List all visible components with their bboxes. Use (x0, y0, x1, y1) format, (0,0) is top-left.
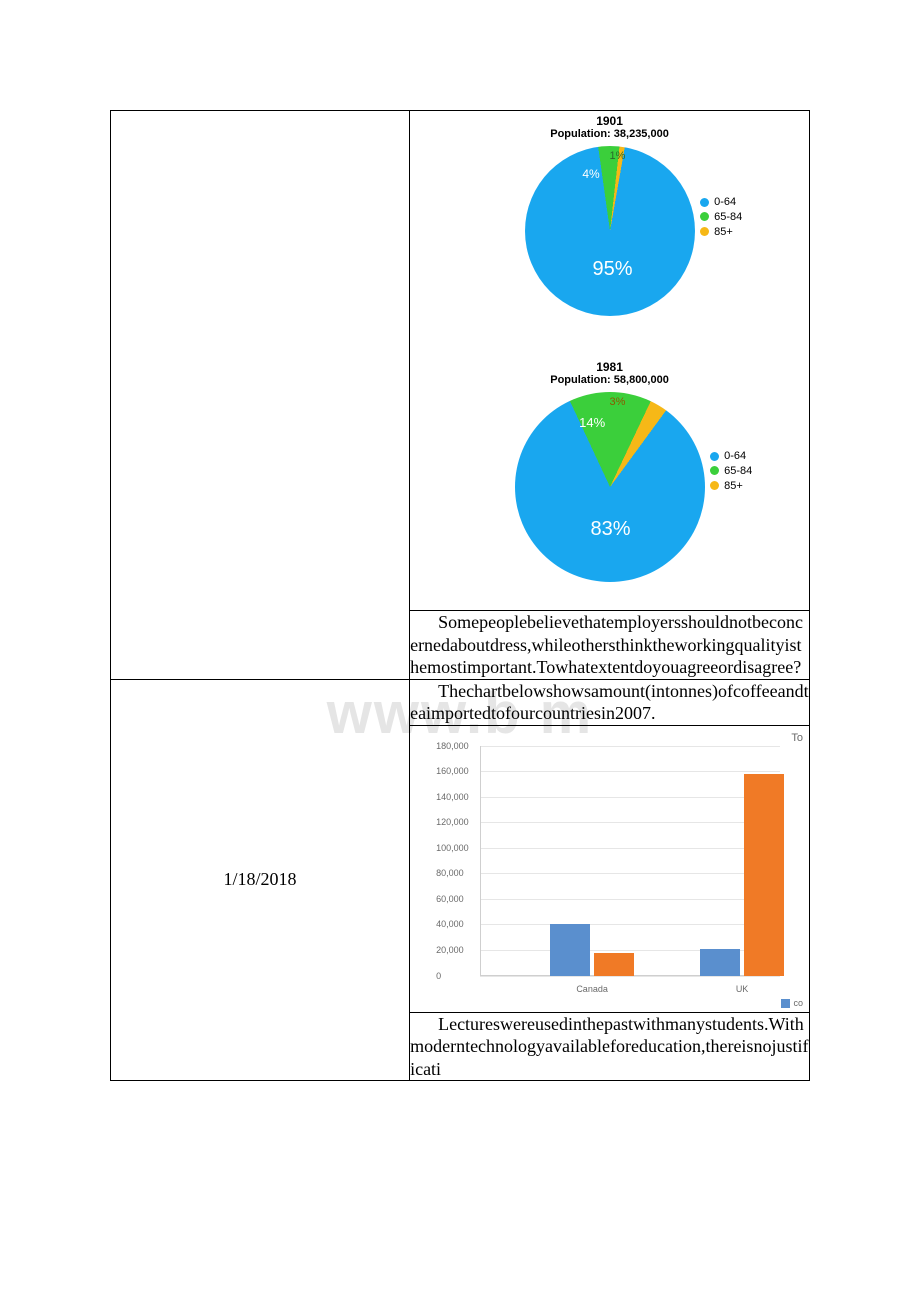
bar-chart-cell: To 0 20,000 40,000 60,000 80,000 100,000 120,0… (410, 725, 810, 1012)
pie-1901-chart: 95% 4% 1% (525, 146, 695, 316)
bar-chart-legend: co (410, 998, 809, 1012)
row2-date: 1/18/2018 (224, 869, 297, 889)
bar-legend-label: co (793, 998, 803, 1008)
legend-dot (710, 481, 719, 490)
y-tick-label: 120,000 (436, 817, 469, 827)
pie-label-85plus: 3% (610, 396, 626, 408)
pie-1901-title: 1901 Population: 38,235,000 (410, 115, 809, 140)
bar-UK-tea (744, 774, 784, 976)
pie-1901-year: 1901 (410, 115, 809, 128)
y-tick-label: 40,000 (436, 919, 464, 929)
legend-dot (700, 227, 709, 236)
y-tick-label: 180,000 (436, 741, 469, 751)
legend-label: 0-64 (724, 450, 746, 462)
y-tick-label: 80,000 (436, 868, 464, 878)
pie-1981-legend: 0-64 65-84 85+ (710, 449, 752, 494)
bar-Canada-coffee (550, 924, 590, 975)
pie-label-85plus: 1% (610, 150, 626, 162)
row2-prose: Lectureswereusedinthepastwithmanystudent… (410, 1013, 809, 1081)
pie-1901-pop: Population: 38,235,000 (410, 128, 809, 140)
legend-item: 65-84 (700, 210, 742, 225)
y-tick-label: 100,000 (436, 843, 469, 853)
pie-label-65-84: 4% (582, 167, 599, 181)
gridline (480, 899, 780, 900)
legend-label: 0-64 (714, 196, 736, 208)
row2-date-cell: 1/18/2018 (111, 679, 410, 1081)
y-tick-label: 20,000 (436, 945, 464, 955)
y-tick-label: 0 (436, 971, 441, 981)
pie-label-0-64: 83% (591, 518, 631, 541)
gridline (480, 924, 780, 925)
row1-prose-cell: Somepeoplebelievethatemployersshouldnotb… (410, 611, 810, 680)
gridline (480, 848, 780, 849)
legend-label: 65-84 (714, 211, 742, 223)
y-axis (480, 746, 481, 976)
legend-item: 85+ (710, 479, 752, 494)
pie-label-0-64: 95% (593, 258, 633, 281)
legend-dot (710, 466, 719, 475)
row1-left-empty (111, 111, 410, 680)
legend-item: 0-64 (700, 195, 742, 210)
row1-prose: Somepeoplebelievethatemployersshouldnotb… (410, 611, 809, 679)
outer-table: 1901 Population: 38,235,000 95% 4% 1% 0-64… (110, 110, 810, 1081)
bar-legend-swatch (781, 999, 790, 1008)
gridline (480, 797, 780, 798)
bar-UK-coffee (700, 949, 740, 976)
pie-1981-block: 1981 Population: 58,800,000 83% 14% 3% 0-6… (410, 361, 809, 582)
gridline (480, 822, 780, 823)
gridline (480, 873, 780, 874)
row2-prose-cell: Lectureswereusedinthepastwithmanystudent… (410, 1012, 810, 1081)
x-tick-label: UK (700, 984, 784, 994)
y-tick-label: 160,000 (436, 766, 469, 776)
gridline (480, 746, 780, 747)
legend-label: 85+ (724, 480, 743, 492)
gridline (480, 771, 780, 772)
bar-chart: 0 20,000 40,000 60,000 80,000 100,000 120,000 1… (430, 746, 780, 994)
legend-label: 85+ (714, 226, 733, 238)
y-tick-label: 60,000 (436, 894, 464, 904)
y-tick-label: 140,000 (436, 792, 469, 802)
pie-1981-year: 1981 (410, 361, 809, 374)
legend-item: 0-64 (710, 449, 752, 464)
row2-intro: Thechartbelowshowsamount(intonnes)ofcoff… (410, 680, 809, 725)
legend-dot (700, 198, 709, 207)
legend-dot (700, 212, 709, 221)
legend-item: 85+ (700, 225, 742, 240)
row2-intro-cell: Thechartbelowshowsamount(intonnes)ofcoff… (410, 679, 810, 725)
legend-item: 65-84 (710, 464, 752, 479)
pie-1981-chart: 83% 14% 3% (515, 392, 705, 582)
legend-label: 65-84 (724, 465, 752, 477)
bar-Canada-tea (594, 953, 634, 976)
gridline (480, 976, 780, 977)
pie-1981-pop: Population: 58,800,000 (410, 374, 809, 386)
pie-1901-legend: 0-64 65-84 85+ (700, 195, 742, 240)
pie-charts-cell: 1901 Population: 38,235,000 95% 4% 1% 0-64… (410, 111, 810, 611)
pie-label-65-84: 14% (579, 415, 605, 430)
bar-chart-title-clip: To (410, 726, 809, 744)
legend-dot (710, 452, 719, 461)
x-tick-label: Canada (550, 984, 634, 994)
pie-1981-title: 1981 Population: 58,800,000 (410, 361, 809, 386)
pie-1901-block: 1901 Population: 38,235,000 95% 4% 1% 0-64… (410, 115, 809, 316)
